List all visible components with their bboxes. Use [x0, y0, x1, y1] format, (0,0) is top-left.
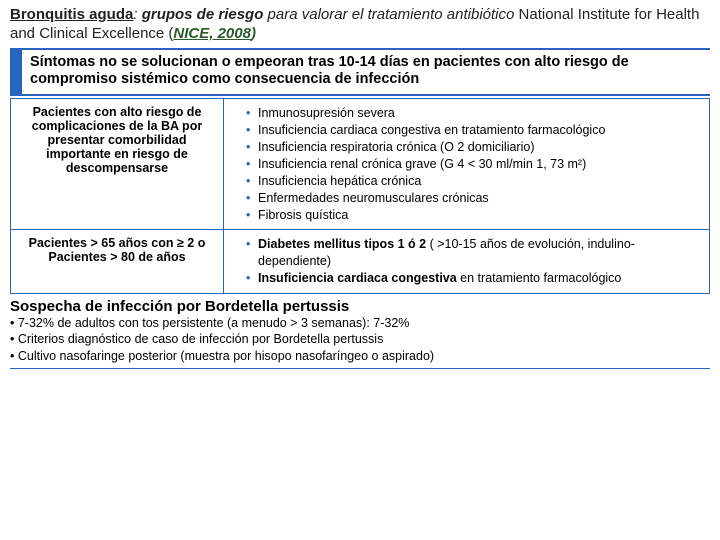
list-item: Insuficiencia renal crónica grave (G 4 <…	[246, 156, 703, 173]
list-item: Inmunosupresión severa	[246, 105, 703, 122]
row2-list: Diabetes mellitus tipos 1 ó 2 ( >10-15 a…	[230, 236, 703, 287]
footer-rule	[10, 368, 710, 369]
title-sub-rest: para valorar el tratamiento antibiótico	[263, 6, 518, 23]
list-item: Insuficiencia hepática crónica	[246, 173, 703, 190]
row2-left-line1: Pacientes > 65 años con ≥ 2 o	[17, 236, 217, 250]
row2-left-line2: Pacientes > 80 de años	[17, 250, 217, 264]
slide-root: Bronquitis aguda: grupos de riesgo para …	[0, 0, 720, 379]
table-row: Pacientes con alto riesgo de complicacio…	[11, 99, 710, 230]
footer-line: • Cultivo nasofaringe posterior (muestra…	[10, 348, 710, 364]
row1-right: Inmunosupresión severa Insuficiencia car…	[224, 99, 710, 230]
title-block: Bronquitis aguda: grupos de riesgo para …	[10, 6, 710, 44]
table-row: Pacientes > 65 años con ≥ 2 o Pacientes …	[11, 230, 710, 294]
row2-left: Pacientes > 65 años con ≥ 2 o Pacientes …	[11, 230, 224, 294]
highlight-box: Síntomas no se solucionan o empeoran tra…	[10, 48, 710, 97]
list-item: Diabetes mellitus tipos 1 ó 2 ( >10-15 a…	[246, 236, 703, 270]
row1-list: Inmunosupresión severa Insuficiencia car…	[230, 105, 703, 223]
list-item: Enfermedades neuromusculares crónicas	[246, 190, 703, 207]
title-sub-bold: grupos de riesgo	[142, 6, 264, 23]
footer-block: Sospecha de infección por Bordetella per…	[10, 298, 710, 369]
row2-item1-bold: Diabetes mellitus tipos 1 ó 2	[258, 237, 426, 251]
risk-table: Pacientes con alto riesgo de complicacio…	[10, 98, 710, 294]
title-colon: :	[133, 6, 141, 23]
title-main: Bronquitis aguda	[10, 6, 133, 23]
row2-item2-bold: Insuficiencia cardiaca congestiva	[258, 271, 457, 285]
footer-line: • Criterios diagnóstico de caso de infec…	[10, 331, 710, 347]
row1-left: Pacientes con alto riesgo de complicacio…	[11, 99, 224, 230]
list-item: Fibrosis quística	[246, 207, 703, 224]
footer-line: • 7-32% de adultos con tos persistente (…	[10, 315, 710, 331]
list-item: Insuficiencia cardiaca congestiva en tra…	[246, 122, 703, 139]
list-item: Insuficiencia respiratoria crónica (O 2 …	[246, 139, 703, 156]
footer-lines: • 7-32% de adultos con tos persistente (…	[10, 315, 710, 364]
row2-right: Diabetes mellitus tipos 1 ó 2 ( >10-15 a…	[224, 230, 710, 294]
title-source-post: )	[251, 25, 256, 42]
list-item: Insuficiencia cardiaca congestiva en tra…	[246, 270, 703, 287]
footer-title: Sospecha de infección por Bordetella per…	[10, 298, 710, 315]
title-nice: NICE, 2008	[173, 25, 251, 42]
